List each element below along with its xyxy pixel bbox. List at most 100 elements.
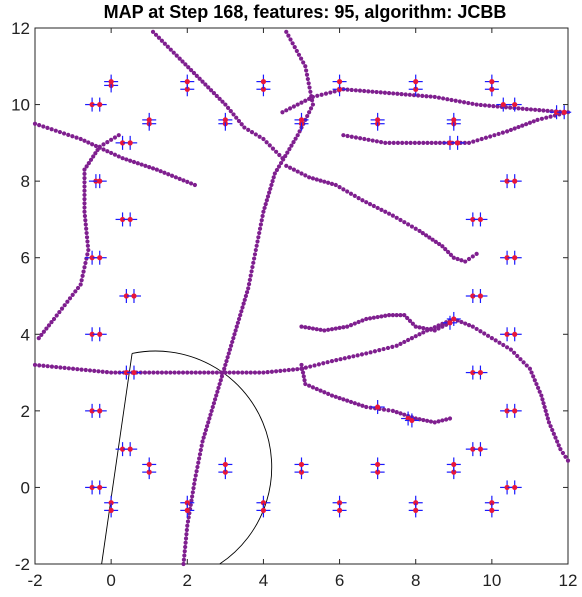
landmark-marker	[484, 503, 499, 518]
trajectory-point	[529, 370, 534, 375]
trajectory-point	[425, 326, 430, 332]
trajectory-point	[337, 185, 342, 190]
trajectory-point	[345, 87, 350, 92]
landmark-marker	[85, 403, 100, 418]
trajectory-point	[181, 561, 186, 567]
trajectory-point	[390, 313, 395, 318]
trajectory-point	[301, 60, 306, 65]
trajectory-point	[183, 544, 188, 550]
trajectory-point	[445, 249, 451, 255]
trajectory-point	[82, 205, 87, 210]
trajectory-point	[192, 477, 197, 482]
landmark-marker	[218, 112, 233, 127]
trajectory-point	[199, 443, 204, 448]
landmark-estimate	[89, 255, 95, 261]
trajectory-point	[255, 239, 260, 244]
trajectory-point	[548, 114, 553, 119]
trajectory-point	[116, 154, 121, 159]
trajectory-point	[211, 90, 217, 96]
trajectory-point	[428, 327, 434, 332]
trajectory-point	[66, 366, 71, 371]
landmark-estimate	[512, 255, 518, 261]
trajectory-point	[544, 115, 549, 120]
trajectory-point	[142, 370, 148, 375]
trajectory-point	[332, 89, 337, 94]
trajectory-point	[308, 106, 314, 111]
landmark-estimate	[561, 109, 567, 115]
trajectory-point	[267, 190, 272, 195]
trajectory-point	[539, 393, 544, 398]
trajectory-point	[295, 367, 300, 372]
trajectory-point	[208, 88, 214, 93]
trajectory-point	[318, 388, 323, 393]
trajectory-point	[197, 370, 203, 375]
landmark-estimate	[413, 507, 419, 513]
landmark-marker	[446, 311, 461, 326]
trajectory-point	[349, 87, 354, 93]
trajectory-point	[466, 256, 472, 262]
trajectory-point	[488, 134, 493, 139]
trajectory-point	[491, 104, 496, 109]
trajectory-point	[483, 135, 489, 140]
trajectory-point	[251, 260, 256, 265]
trajectory-point	[386, 211, 392, 216]
landmark-estimate	[454, 140, 461, 146]
trajectory-point	[420, 231, 425, 236]
landmark-marker	[180, 503, 195, 518]
trajectory-point	[345, 324, 350, 329]
trajectory-point	[231, 112, 236, 117]
fov-left-edge	[101, 353, 133, 565]
trajectory-point	[61, 131, 67, 136]
trajectory-point	[222, 366, 227, 371]
trajectory-point	[533, 107, 538, 112]
landmark-estimate	[131, 369, 137, 376]
landmark-marker	[370, 465, 385, 480]
trajectory-point	[269, 182, 274, 188]
trajectory-point	[217, 96, 222, 101]
trajectory-point	[356, 402, 361, 407]
trajectory-point	[86, 247, 91, 253]
trajectory-point	[185, 523, 190, 528]
trajectory-point	[437, 241, 442, 247]
landmark-estimate	[336, 79, 343, 85]
trajectory-point	[188, 181, 194, 186]
landmark-marker	[450, 135, 465, 150]
landmark-estimate	[222, 461, 228, 468]
landmark-estimate	[97, 484, 103, 491]
trajectory-point	[191, 486, 196, 491]
trajectory-point	[333, 394, 338, 399]
trajectory-point	[183, 540, 188, 545]
trajectory-point	[153, 32, 159, 37]
landmark-estimate	[447, 140, 453, 146]
trajectory-point	[444, 417, 449, 422]
trajectory-point	[253, 132, 258, 137]
x-tick-label: 0	[106, 571, 115, 590]
trajectory-point	[408, 140, 413, 145]
trajectory-point	[299, 171, 304, 176]
trajectory-point	[51, 316, 57, 322]
trajectory-point	[333, 326, 338, 331]
trajectory-point	[234, 115, 239, 120]
trajectory-point	[532, 378, 537, 383]
trajectory-point	[186, 65, 191, 70]
trajectory-point	[201, 435, 206, 440]
landmark-estimate	[89, 101, 95, 108]
trajectory-point	[196, 460, 201, 465]
trajectory-point	[257, 226, 263, 231]
y-axis: -2 0 2 4 6 8 10 12	[11, 19, 568, 574]
trajectory-point	[282, 368, 287, 373]
trajectory-point	[58, 365, 63, 370]
landmark-estimate	[184, 86, 190, 92]
trajectory-point	[511, 350, 517, 355]
trajectory-point	[346, 355, 352, 360]
trajectory-point	[83, 260, 88, 266]
trajectory-point	[277, 152, 282, 158]
trajectory-point	[360, 403, 365, 408]
trajectory-point	[181, 557, 187, 562]
trajectory-point	[470, 254, 475, 259]
landmark-estimate	[97, 331, 103, 337]
trajectory-point	[193, 473, 198, 478]
trajectory-point	[524, 122, 529, 127]
trajectory-point	[342, 356, 347, 361]
trajectory-point	[200, 439, 205, 444]
